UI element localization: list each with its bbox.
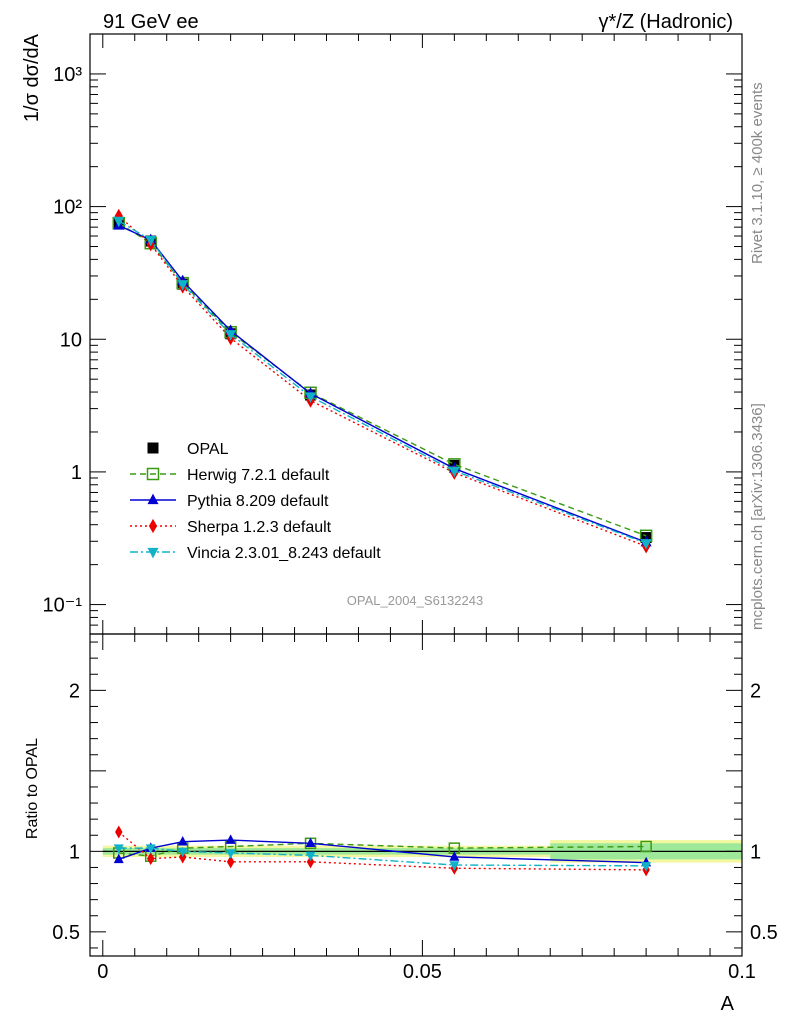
legend-marker — [147, 493, 159, 505]
ratio-data-point — [115, 825, 123, 839]
main-data-point — [305, 392, 317, 403]
legend-entry-1: Herwig 7.2.1 default — [130, 467, 330, 484]
ratio-data-point — [146, 852, 155, 866]
main-data-point — [177, 280, 189, 291]
ratio-data-point — [145, 844, 156, 854]
ratio-xlabel: A — [721, 993, 735, 1015]
legend-marker — [147, 547, 159, 559]
ratio-data-point — [305, 851, 316, 862]
main-ytick-label: 10 — [60, 329, 82, 351]
legend-entry-0: OPAL — [147, 441, 229, 458]
ratio-ytick-label-left: 0.5 — [52, 922, 80, 944]
ratio-data-point — [449, 851, 460, 861]
ratio-data-point — [641, 862, 652, 872]
main-series-4 — [113, 216, 652, 550]
ratio-data-point — [113, 844, 124, 854]
legend-label: Vincia 2.3.01_8.243 default — [187, 545, 381, 562]
ratio-data-point — [226, 855, 235, 869]
ratio-series-3 — [113, 844, 652, 872]
ratio-ytick-label-right: 2 — [750, 680, 761, 702]
ratio-ylabel: Ratio to OPAL — [24, 738, 41, 839]
ratio-frame — [89, 633, 743, 957]
ratio-data-point — [306, 855, 315, 869]
ratio-data-point — [305, 837, 316, 848]
legend-label: Pythia 8.209 default — [187, 493, 329, 510]
main-ytick-label: 1 — [71, 462, 82, 484]
main-data-point — [145, 235, 157, 247]
legend-label: OPAL — [187, 441, 229, 458]
main-data-point — [448, 466, 460, 478]
ratio-data-point — [449, 861, 460, 871]
legend-entry-4: Vincia 2.3.01_8.243 default — [130, 545, 381, 562]
legend-marker — [147, 442, 159, 454]
main-panel: 10³ 10² 10 1 10⁻¹ — [43, 33, 743, 635]
header-left: 91 GeV ee — [103, 11, 199, 33]
ratio-panel: 0.5 0.5 1 1 2 2 0 0.05 0.1 — [52, 633, 778, 983]
legend-entry-2: Pythia 8.209 default — [130, 493, 329, 510]
main-ytick-label: 10² — [53, 197, 82, 219]
mcplots-text: mcplots.cern.ch [arXiv:1306.3436] — [749, 403, 766, 630]
analysis-annotation: OPAL_2004_S6132243 — [347, 593, 483, 608]
header-right: γ*/Z (Hadronic) — [599, 11, 733, 33]
ratio-ytick-label-right: 1 — [750, 841, 761, 863]
main-ytick-label: 10⁻¹ — [43, 595, 83, 617]
main-ylabel: 1/σ dσ/dA — [21, 33, 43, 122]
main-data-point — [640, 539, 652, 550]
rivet-version-text: Rivet 3.1.10, ≥ 400k events — [749, 82, 766, 264]
main-series-line — [118, 222, 647, 537]
ratio-data-point — [640, 840, 652, 853]
legend-marker — [146, 467, 160, 481]
main-data-point — [114, 208, 123, 224]
ratio-xtick-label: 0 — [97, 961, 108, 983]
ratio-xtick-label: 0.1 — [728, 961, 756, 983]
main-data-point — [225, 330, 237, 341]
legend-marker — [148, 518, 158, 534]
ratio-xtick-label: 0.05 — [403, 961, 442, 983]
ratio-data-point — [225, 834, 236, 844]
ratio-data-point — [177, 847, 188, 858]
main-ytick-label: 10³ — [53, 64, 82, 86]
legend-label: Herwig 7.2.1 default — [187, 467, 330, 484]
ratio-data-point — [177, 835, 188, 846]
ratio-data-point — [113, 853, 124, 864]
legend-label: Sherpa 1.2.3 default — [187, 519, 332, 536]
legend: OPAL Herwig 7.2.1 default Pythia 8.209 def… — [130, 441, 381, 562]
ratio-ytick-label-left: 1 — [69, 841, 80, 863]
main-data-point — [113, 216, 125, 228]
ratio-ytick-label-left: 2 — [69, 680, 80, 702]
ratio-data-point — [225, 849, 236, 859]
ratio-ytick-label-right: 0.5 — [750, 922, 778, 944]
legend-entry-3: Sherpa 1.2.3 default — [130, 518, 332, 536]
